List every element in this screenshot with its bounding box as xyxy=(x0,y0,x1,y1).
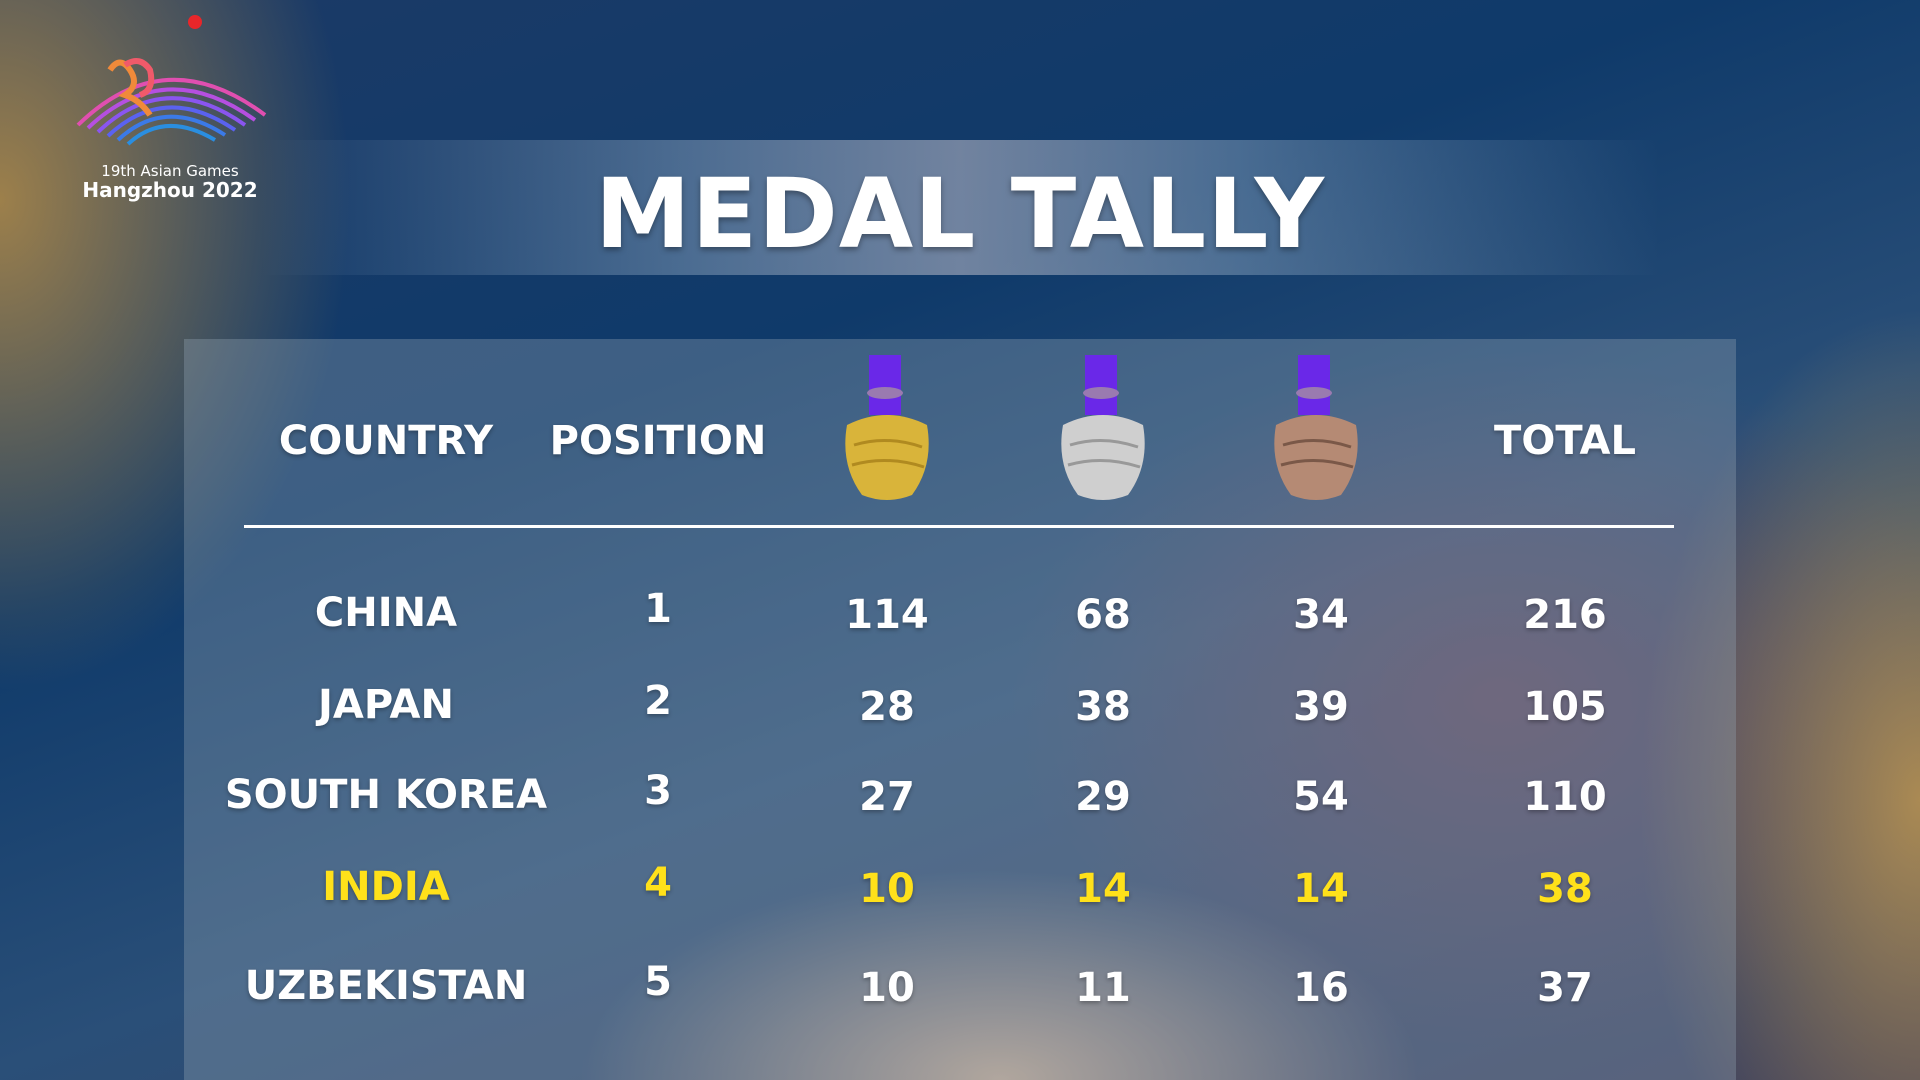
gold-medal-icon xyxy=(842,355,932,505)
cell-total: 110 xyxy=(1523,774,1607,820)
cell-position: 3 xyxy=(644,768,672,814)
title-banner xyxy=(260,140,1660,275)
cell-gold: 27 xyxy=(859,774,915,820)
cell-bronze: 34 xyxy=(1293,592,1349,638)
header-total: TOTAL xyxy=(1494,418,1636,464)
page-title: MEDAL TALLY xyxy=(595,158,1325,270)
cell-bronze: 16 xyxy=(1293,965,1349,1011)
cell-silver: 11 xyxy=(1075,965,1131,1011)
cell-bronze: 54 xyxy=(1293,774,1349,820)
logo-title: Hangzhou 2022 xyxy=(82,178,258,202)
cell-gold: 28 xyxy=(859,684,915,730)
header-position: POSITION xyxy=(549,418,767,464)
cell-country: JAPAN xyxy=(318,682,454,728)
cell-gold: 10 xyxy=(859,965,915,1011)
cell-silver: 29 xyxy=(1075,774,1131,820)
cell-silver: 14 xyxy=(1075,866,1131,912)
silver-medal-icon xyxy=(1058,355,1148,505)
cell-silver: 38 xyxy=(1075,684,1131,730)
cell-total: 216 xyxy=(1523,592,1607,638)
cell-country: CHINA xyxy=(314,590,458,636)
bronze-medal-icon xyxy=(1271,355,1361,505)
cell-gold: 114 xyxy=(845,592,929,638)
header-divider xyxy=(244,525,1674,528)
cell-bronze: 14 xyxy=(1293,866,1349,912)
header-country: COUNTRY xyxy=(278,418,494,464)
cell-total: 37 xyxy=(1537,965,1593,1011)
cell-position: 5 xyxy=(644,959,672,1005)
logo-subtitle: 19th Asian Games xyxy=(101,162,239,180)
cell-total: 38 xyxy=(1537,866,1593,912)
cell-country: UZBEKISTAN xyxy=(244,963,528,1009)
medal-table-panel xyxy=(184,339,1736,1080)
cell-total: 105 xyxy=(1523,684,1607,730)
cell-country: INDIA xyxy=(322,864,450,910)
cell-gold: 10 xyxy=(859,866,915,912)
cell-position: 1 xyxy=(644,586,672,632)
cell-position: 4 xyxy=(644,860,672,906)
cell-position: 2 xyxy=(644,678,672,724)
asian-games-logo xyxy=(70,10,290,210)
cell-bronze: 39 xyxy=(1293,684,1349,730)
cell-country: SOUTH KOREA xyxy=(224,772,548,818)
cell-silver: 68 xyxy=(1075,592,1131,638)
